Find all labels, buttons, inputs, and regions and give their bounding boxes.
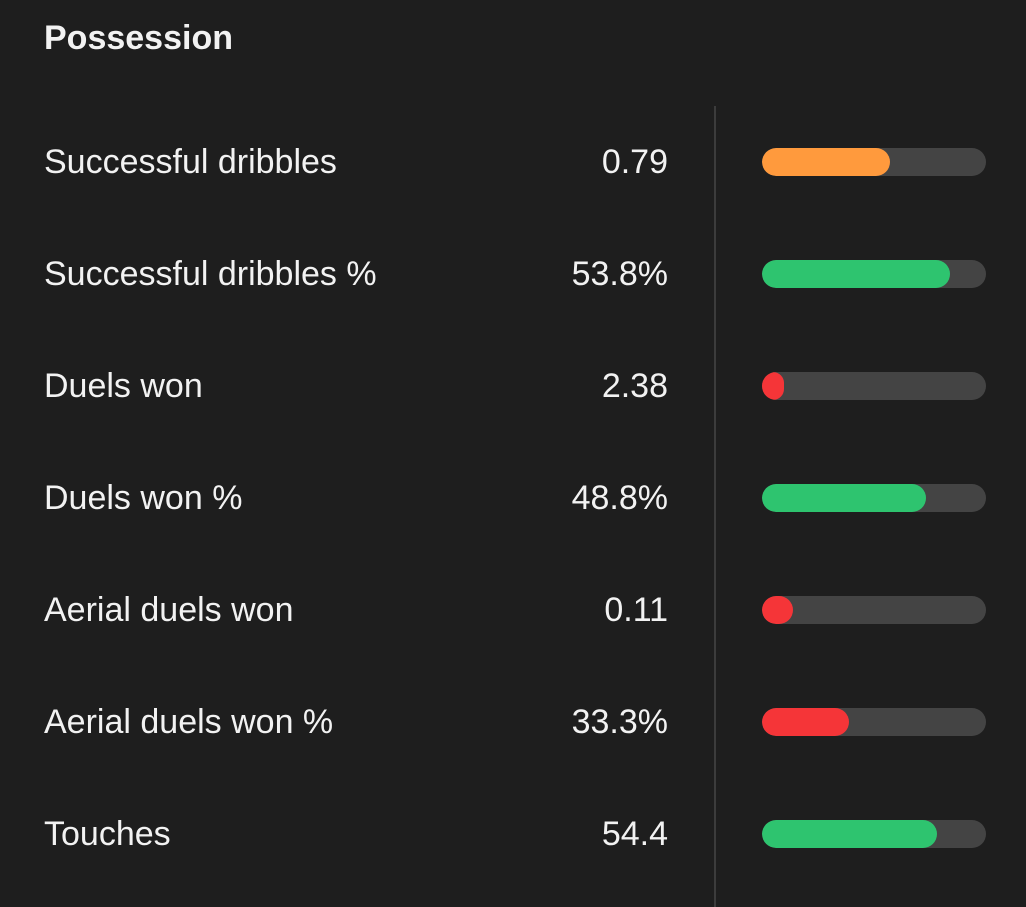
stat-row-duels-won: Duels won 2.38 — [0, 330, 1026, 442]
stat-label: Duels won % — [44, 479, 243, 517]
stat-bar-track — [762, 820, 986, 848]
stat-label: Successful dribbles % — [44, 255, 377, 293]
stat-bar-fill — [762, 260, 951, 288]
stat-label: Aerial duels won % — [44, 703, 334, 741]
stat-value: 2.38 — [601, 367, 668, 405]
stat-bar-fill — [762, 148, 890, 176]
stat-bar-fill — [762, 596, 794, 624]
stat-bar-track — [762, 148, 986, 176]
stat-value: 0.79 — [601, 143, 668, 181]
stat-row-aerial-duels-won-percent: Aerial duels won % 33.3% — [0, 666, 1026, 778]
stat-row-successful-dribbles-percent: Successful dribbles % 53.8% — [0, 218, 1026, 330]
stat-label: Duels won — [44, 367, 203, 405]
stat-bar-track — [762, 260, 986, 288]
stat-bar-fill — [762, 820, 937, 848]
stat-bar-track — [762, 596, 986, 624]
stats-list: Successful dribbles 0.79 Successful drib… — [0, 106, 1026, 890]
stat-label: Touches — [44, 815, 171, 853]
section-title: Possession — [44, 19, 233, 57]
stat-value: 48.8% — [571, 479, 668, 517]
stat-bar-track — [762, 708, 986, 736]
stat-value: 0.11 — [604, 591, 668, 629]
stat-bar-track — [762, 372, 986, 400]
stat-label: Successful dribbles — [44, 143, 337, 181]
column-divider — [714, 106, 716, 907]
stat-bar-fill — [762, 708, 850, 736]
stat-row-successful-dribbles: Successful dribbles 0.79 — [0, 106, 1026, 218]
stat-value: 54.4 — [601, 815, 668, 853]
stat-row-duels-won-percent: Duels won % 48.8% — [0, 442, 1026, 554]
stat-row-aerial-duels-won: Aerial duels won 0.11 — [0, 554, 1026, 666]
stat-bar-fill — [762, 372, 785, 400]
stat-row-touches: Touches 54.4 — [0, 778, 1026, 890]
stat-bar-fill — [762, 484, 926, 512]
stat-value: 53.8% — [571, 255, 668, 293]
stat-value: 33.3% — [571, 703, 668, 741]
stat-label: Aerial duels won — [44, 591, 294, 629]
stat-bar-track — [762, 484, 986, 512]
